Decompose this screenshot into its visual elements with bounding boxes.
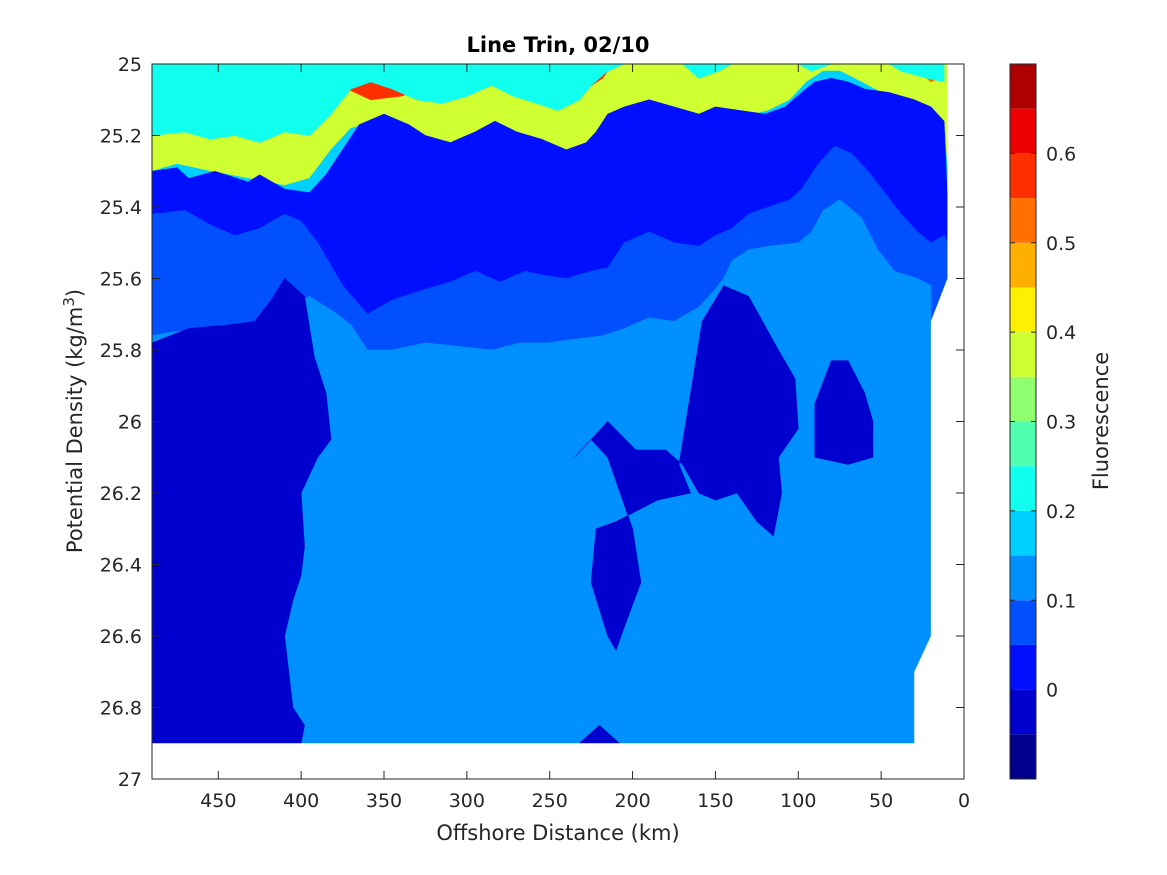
- y-tick-label: 26.4: [100, 555, 142, 577]
- colorbar-segment: [1010, 108, 1036, 154]
- y-tick-label: 25.4: [100, 197, 142, 219]
- colorbar-segment: [1010, 600, 1036, 645]
- colorbar-segment: [1010, 153, 1036, 199]
- x-axis: 450 400 350 300 250 200 150 100 50 0: [200, 64, 970, 812]
- colorbar-segment: [1010, 287, 1036, 333]
- colorbar-segment: [1010, 555, 1036, 601]
- contour-band-upper: [152, 64, 625, 143]
- colorbar-segment: [1010, 734, 1036, 779]
- contour-band-upper: [681, 64, 945, 83]
- colorbar-tick-label: 0.4: [1046, 322, 1076, 344]
- x-axis-label: Offshore Distance (km): [436, 821, 679, 845]
- y-tick-label: 25.8: [100, 340, 142, 362]
- colorbar-segment: [1010, 332, 1036, 377]
- x-tick-label: 400: [283, 790, 319, 812]
- x-tick-label: 350: [366, 790, 402, 812]
- colorbar-segment: [1010, 466, 1036, 511]
- colorbar-tick-label: 0.1: [1046, 590, 1076, 612]
- colorbar-segment: [1010, 510, 1036, 556]
- contour-region-low: [574, 285, 799, 652]
- y-tick-label: 26: [118, 412, 142, 434]
- y-tick-label: 25.2: [100, 126, 142, 148]
- colorbar: 0 0.1 0.2 0.3 0.4 0.5 0.6: [1009, 63, 1076, 780]
- colorbar-segment: [1010, 64, 1036, 109]
- contour-region-low: [578, 724, 621, 744]
- colorbar-segment: [1010, 421, 1036, 467]
- x-tick-label: 100: [780, 790, 816, 812]
- colorbar-segment: [1010, 376, 1036, 422]
- colorbar-tick-label: 0.5: [1046, 233, 1076, 255]
- y-tick-label: 27: [118, 769, 142, 791]
- y-axis-label: Potential Density (kg/m3): [60, 289, 87, 553]
- colorbar-label: Fluorescence: [1089, 352, 1113, 490]
- y-tick-label: 25: [118, 54, 142, 76]
- colorbar-segment: [1010, 644, 1036, 690]
- chart-title: Line Trin, 02/10: [466, 33, 649, 57]
- x-tick-label: 200: [614, 790, 650, 812]
- x-tick-label: 50: [869, 790, 893, 812]
- contour-region-low: [814, 360, 874, 465]
- colorbar-tick-label: 0.2: [1046, 501, 1076, 523]
- colorbar-segment: [1010, 689, 1036, 735]
- y-tick-label: 26.6: [100, 626, 142, 648]
- colorbar-tick-label: 0.3: [1046, 412, 1076, 434]
- colorbar-segment: [1010, 242, 1036, 288]
- x-tick-label: 250: [532, 790, 568, 812]
- x-tick-label: 150: [697, 790, 733, 812]
- contour-fill-layer: [152, 64, 964, 779]
- colorbar-segment: [1010, 198, 1036, 243]
- colorbar-tick-label: 0: [1046, 680, 1058, 702]
- y-tick-label: 26.2: [100, 483, 142, 505]
- x-tick-label: 450: [200, 790, 236, 812]
- contour-region-low: [152, 724, 170, 744]
- y-tick-label: 26.8: [100, 698, 142, 720]
- contour-region-low: [152, 278, 332, 744]
- x-tick-label: 0: [958, 790, 970, 812]
- y-axis: 25 25.2 25.4 25.6 25.8 26 26.2 26.4 26.6 26.8 27: [100, 54, 964, 791]
- colorbar-tick-label: 0.6: [1046, 143, 1076, 165]
- x-tick-label: 300: [449, 790, 485, 812]
- y-tick-label: 25.6: [100, 269, 142, 291]
